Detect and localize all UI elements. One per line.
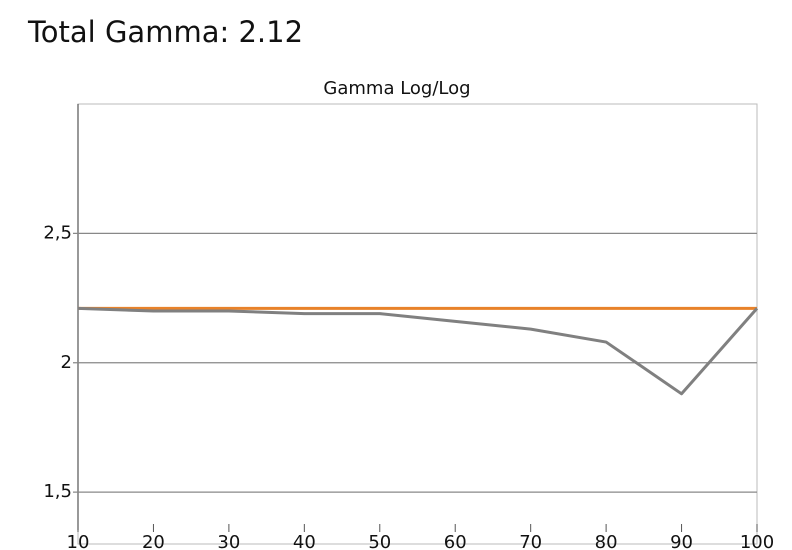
y-tick-label: 2,5 xyxy=(43,222,72,243)
x-tick-label: 20 xyxy=(142,532,165,550)
x-tick-label: 30 xyxy=(217,532,240,550)
x-tick-label: 50 xyxy=(368,532,391,550)
plot-frame xyxy=(77,103,758,545)
x-tick-label: 100 xyxy=(740,532,774,550)
chart-title: Gamma Log/Log xyxy=(323,78,470,99)
x-tick-label: 40 xyxy=(293,532,316,550)
y-tick-label: 2 xyxy=(61,352,72,373)
page-title: Total Gamma: 2.12 xyxy=(27,15,303,49)
x-tick-label: 10 xyxy=(67,532,90,550)
x-tick-label: 80 xyxy=(595,532,618,550)
y-tick-label: 1,5 xyxy=(43,481,72,502)
x-tick-label: 70 xyxy=(519,532,542,550)
x-tick-label: 60 xyxy=(444,532,467,550)
x-tick-label: 90 xyxy=(670,532,693,550)
series-line xyxy=(77,306,759,396)
